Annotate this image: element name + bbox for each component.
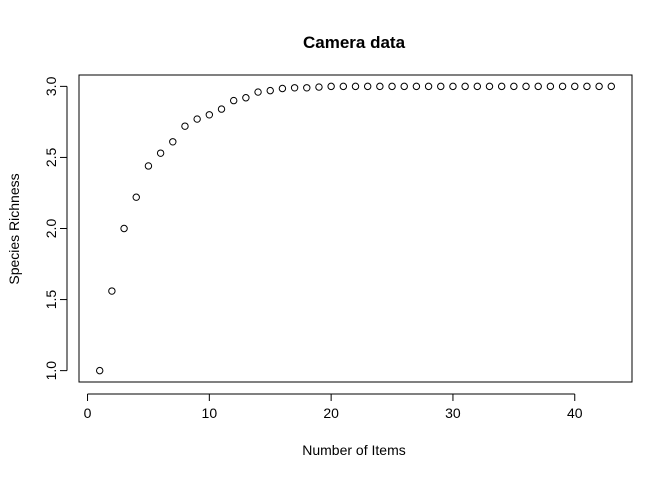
data-point: [437, 82, 445, 91]
y-tick-label: 2.5: [43, 147, 59, 167]
data-point: [132, 193, 140, 201]
data-point: [242, 94, 250, 102]
x-axis-label: Number of Items: [302, 442, 405, 458]
y-tick-label: 1.0: [43, 361, 59, 381]
data-point: [266, 86, 274, 95]
y-tick-label: 2.0: [43, 219, 59, 239]
data-point: [461, 82, 469, 91]
data-point: [96, 366, 104, 375]
x-axis: 0 10 20 30 40: [84, 393, 583, 421]
data-point: [412, 82, 421, 91]
data-point: [363, 82, 372, 91]
x-tick-label: 30: [445, 405, 461, 421]
plot-frame: [78, 74, 633, 383]
data-point: [388, 82, 396, 91]
data-point: [522, 82, 530, 91]
data-point: [376, 82, 384, 91]
data-point: [351, 82, 360, 91]
data-point: [571, 82, 579, 91]
data-point: [278, 84, 287, 93]
data-points: [96, 82, 615, 375]
x-tick-label: 10: [202, 405, 218, 421]
data-point: [290, 84, 299, 92]
data-point: [108, 287, 116, 295]
data-point: [607, 82, 615, 91]
data-point: [315, 83, 323, 91]
data-point: [327, 82, 335, 91]
data-point: [217, 105, 226, 113]
data-point: [485, 82, 494, 91]
data-point: [534, 82, 542, 91]
data-point: [156, 149, 165, 157]
data-point: [595, 82, 603, 91]
data-point: [473, 82, 482, 91]
y-axis: 1.0 1.5 2.0 2.5 3.0: [43, 76, 68, 381]
data-point: [339, 82, 348, 91]
data-point: [497, 82, 506, 91]
x-tick-label: 0: [84, 405, 92, 421]
data-point: [449, 82, 457, 91]
data-point: [510, 82, 518, 91]
chart-title: Camera data: [303, 33, 406, 52]
data-point: [546, 82, 555, 91]
data-point: [583, 82, 591, 91]
data-point: [400, 82, 408, 91]
data-point: [181, 122, 189, 130]
y-axis-label: Species Richness: [6, 173, 22, 284]
data-point: [169, 138, 177, 146]
data-point: [229, 96, 238, 105]
data-point: [120, 224, 128, 233]
data-point: [424, 82, 433, 91]
y-tick-label: 3.0: [43, 76, 59, 96]
data-point: [144, 162, 153, 170]
data-point: [205, 111, 214, 119]
x-tick-label: 40: [567, 405, 583, 421]
y-tick-label: 1.5: [43, 290, 59, 310]
x-tick-label: 20: [323, 405, 339, 421]
data-point: [193, 115, 201, 123]
data-point: [254, 88, 262, 96]
data-point: [558, 82, 567, 91]
data-point: [303, 84, 311, 92]
